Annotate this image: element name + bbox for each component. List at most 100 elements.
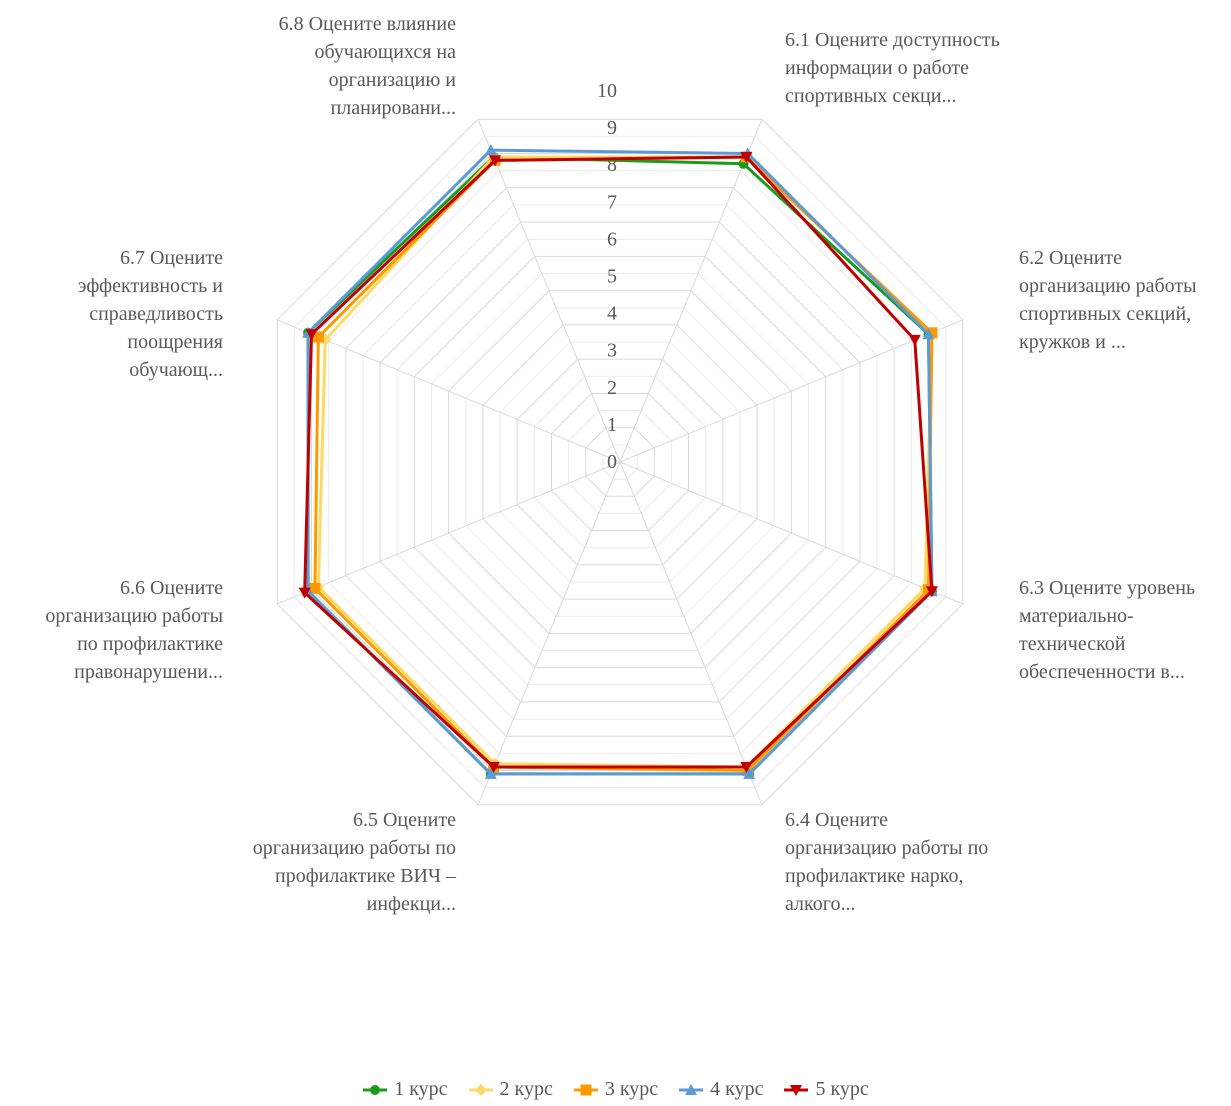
radar-series — [298, 144, 938, 779]
category-label-4: 6.4 Оцените организацию работы по профилак… — [785, 806, 988, 918]
data-point — [309, 582, 321, 594]
category-label-line: 6.6 Оцените — [119, 577, 223, 599]
category-label-line: материально- — [1019, 605, 1134, 627]
legend-label: 5 курс — [815, 1078, 869, 1100]
grid-spoke — [619, 119, 763, 463]
series-5 — [298, 151, 938, 774]
category-label-line: 6.4 Оцените — [785, 809, 889, 831]
r-tick-label: 0 — [607, 451, 617, 473]
grid-spoke — [277, 319, 621, 463]
data-point — [489, 155, 502, 167]
category-label-line: кружков и ... — [1019, 331, 1126, 353]
r-tick-label: 2 — [607, 377, 617, 399]
data-point — [305, 329, 318, 341]
data-point — [370, 1084, 381, 1095]
legend-label: 2 курс — [499, 1078, 553, 1100]
legend-swatch — [679, 1083, 704, 1095]
r-tick-label: 8 — [607, 154, 617, 176]
category-label-line: обучающ... — [129, 359, 223, 381]
r-tick-label: 10 — [597, 80, 617, 102]
r-tick-label: 9 — [607, 117, 617, 139]
r-tick-label: 5 — [607, 266, 617, 288]
grid-spoke — [619, 461, 963, 605]
data-point — [922, 328, 935, 340]
radar-spokes — [277, 119, 963, 805]
data-point — [925, 586, 938, 598]
grid-spoke — [619, 319, 963, 463]
legend-label: 3 курс — [604, 1078, 659, 1100]
category-label-3: 6.3 Оцените уровень материально-техническ… — [1019, 574, 1195, 686]
category-label-line: организацию работы — [45, 605, 223, 627]
category-label-2: 6.2 Оцените организацию работы спортивных … — [1019, 244, 1197, 356]
category-label-line: спортивных секций, — [1019, 303, 1192, 325]
legend-label: 1 курс — [394, 1078, 448, 1100]
category-label-1: 6.1 Оцените доступность информации о рабо… — [785, 26, 1000, 110]
legend: 1 курс 2 курс 3 курс 4 курс 5 курс — [0, 1078, 1231, 1103]
data-point — [312, 331, 324, 343]
category-label-line: эффективность и — [77, 275, 223, 297]
category-label-line: обеспеченности в... — [1019, 661, 1185, 683]
radial-axis-ticks: 0 1 2 3 4 5 6 7 8 9 10 — [597, 80, 617, 473]
legend-item-3: 3 курс — [573, 1078, 658, 1101]
category-label-line: спортивных секци... — [785, 85, 957, 107]
data-point — [580, 1084, 592, 1095]
legend-item-5: 5 курс — [783, 1078, 869, 1101]
category-label-7: 6.7 Оцените эффективность и справедливость… — [78, 244, 223, 384]
series-line — [316, 155, 934, 769]
category-label-line: обучающихся на — [314, 41, 456, 63]
category-label-line: профилактике нарко, — [785, 865, 964, 887]
grid-spoke — [477, 461, 621, 805]
legend-swatch — [363, 1084, 388, 1095]
data-point — [926, 327, 938, 339]
category-label-line: организацию и — [328, 69, 456, 91]
data-point — [484, 144, 497, 156]
data-point — [740, 151, 753, 163]
category-label-5: 6.5 Оцените организацию работы по профилак… — [253, 806, 456, 918]
r-tick-label: 7 — [607, 191, 617, 213]
category-label-line: справедливость — [89, 303, 223, 325]
r-tick-label: 6 — [607, 228, 617, 250]
data-point — [474, 1083, 487, 1096]
category-label-line: технической — [1019, 633, 1126, 655]
data-point — [685, 1083, 698, 1095]
legend-swatch — [784, 1084, 809, 1096]
category-label-line: 6.8 Оцените влияние — [278, 13, 456, 35]
category-label-line: организацию работы — [1019, 275, 1197, 297]
legend-swatch — [468, 1083, 493, 1096]
data-point — [908, 334, 921, 346]
r-tick-label: 4 — [607, 303, 617, 325]
category-label-line: информации о работе — [785, 57, 969, 79]
category-label-line: организацию работы по — [785, 837, 989, 859]
legend-item-2: 2 курс — [468, 1078, 553, 1101]
data-point — [487, 762, 500, 774]
category-label-line: инфекци... — [366, 893, 456, 915]
legend-swatch — [573, 1084, 598, 1095]
category-label-line: по профилактике — [77, 633, 223, 655]
data-point — [484, 767, 497, 779]
category-label-line: поощрения — [127, 331, 223, 353]
data-point — [740, 762, 753, 774]
data-point — [743, 767, 756, 779]
category-label-line: 6.7 Оцените — [119, 247, 223, 269]
data-point — [790, 1084, 803, 1096]
grid-spoke — [619, 461, 763, 805]
category-label-line: планировани... — [330, 97, 456, 119]
legend-item-4: 4 курс — [678, 1078, 763, 1101]
r-tick-label: 1 — [607, 414, 617, 436]
category-label-line: 6.5 Оцените — [352, 809, 456, 831]
category-label-line: организацию работы по — [252, 837, 456, 859]
category-label-line: 6.1 Оцените доступность — [785, 29, 1000, 51]
category-label-line: алкого... — [785, 893, 856, 915]
category-label-6: 6.6 Оцените организацию работы по профилак… — [45, 574, 223, 686]
category-label-line: профилактике ВИЧ – — [275, 865, 456, 887]
data-point — [742, 764, 754, 776]
category-label-line: правонарушени... — [74, 661, 223, 683]
category-label-8: 6.8 Оцените влияние обучающихся на организ… — [279, 10, 456, 122]
legend-item-1: 1 курс — [362, 1078, 448, 1101]
legend-label: 4 курс — [710, 1078, 764, 1100]
grid-spoke — [277, 461, 621, 605]
r-tick-label: 3 — [607, 340, 617, 362]
grid-spoke — [477, 119, 621, 463]
category-label-line: 6.3 Оцените уровень — [1019, 577, 1196, 599]
